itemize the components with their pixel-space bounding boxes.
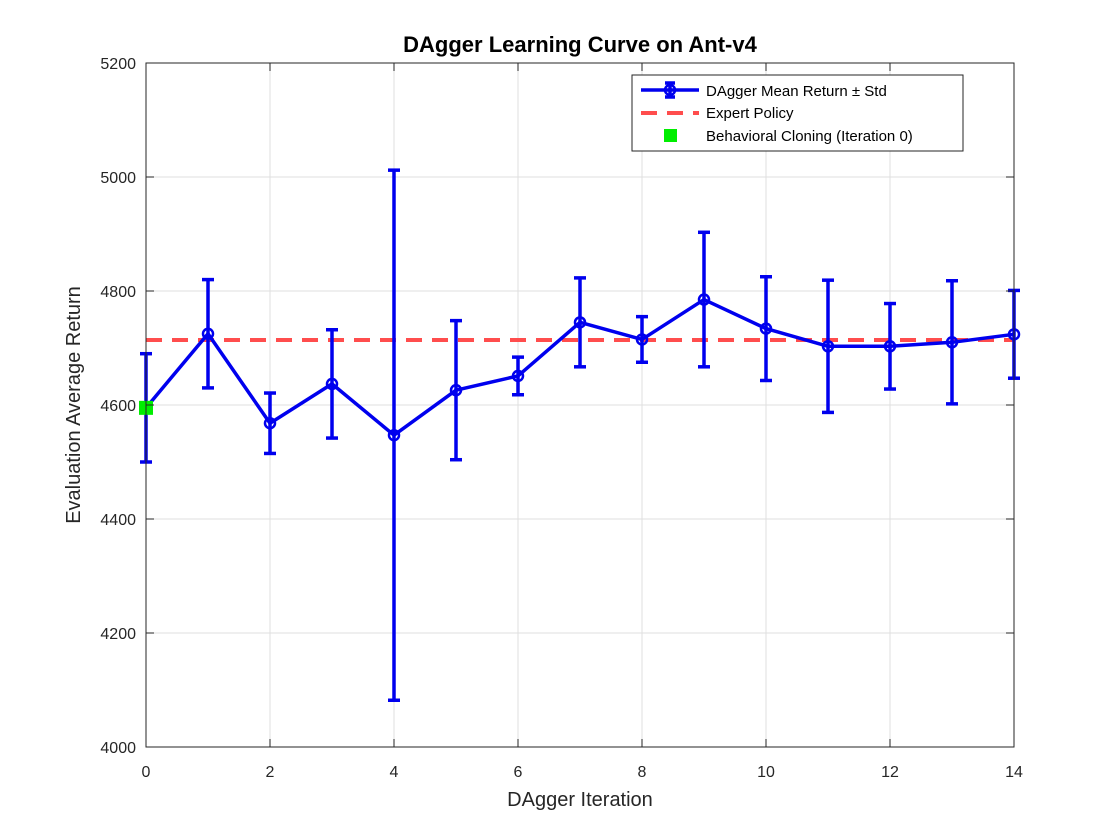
ticks: 0 2 4 6 8 10 12 14 4000 4200 4400 4600 4800 5000 5200 <box>100 56 1023 781</box>
y-tick-label: 4000 <box>100 740 136 757</box>
dagger-point <box>821 340 835 353</box>
dagger-point <box>325 377 339 391</box>
x-tick-label: 4 <box>390 764 399 781</box>
x-tick-label: 0 <box>142 764 151 781</box>
legend-label-bc: Behavioral Cloning (Iteration 0) <box>706 128 913 145</box>
dagger-point <box>883 340 897 353</box>
y-tick-label: 5200 <box>100 56 136 73</box>
dagger-mean-line <box>144 297 1015 437</box>
dagger-point <box>511 369 525 383</box>
x-tick-label: 8 <box>638 764 647 781</box>
x-tick-label: 10 <box>757 764 775 781</box>
dagger-point <box>759 322 773 335</box>
legend-label-expert: Expert Policy <box>706 105 794 122</box>
dagger-point <box>449 383 463 397</box>
legend-box <box>631 74 964 152</box>
legend-label-dagger: DAgger Mean Return ± Std <box>706 83 887 100</box>
y-tick-label: 4800 <box>100 284 136 301</box>
chart-title: DAgger Learning Curve on Ant-v4 <box>403 32 757 57</box>
y-tick-label: 4400 <box>100 512 136 529</box>
dagger-point <box>697 293 711 306</box>
y-axis-label: Evaluation Average Return <box>63 286 85 524</box>
dagger-point <box>387 428 401 442</box>
x-tick-label: 14 <box>1005 764 1023 781</box>
legend-bc-symbol <box>664 129 677 142</box>
dagger-point <box>635 333 649 346</box>
dagger-point <box>945 336 959 349</box>
dagger-point <box>263 416 277 430</box>
x-tick-label: 2 <box>266 764 275 781</box>
y-tick-label: 5000 <box>100 170 136 187</box>
dagger-point <box>573 316 587 329</box>
legend: DAgger Mean Return ± Std Expert Policy B… <box>631 74 964 152</box>
x-tick-label: 12 <box>881 764 899 781</box>
dagger-point <box>201 327 215 340</box>
legend-dagger-symbol <box>641 81 699 99</box>
y-tick-label: 4200 <box>100 626 136 643</box>
x-tick-label: 6 <box>514 764 523 781</box>
y-tick-label: 4600 <box>100 398 136 415</box>
x-axis-label: DAgger Iteration <box>507 789 653 811</box>
